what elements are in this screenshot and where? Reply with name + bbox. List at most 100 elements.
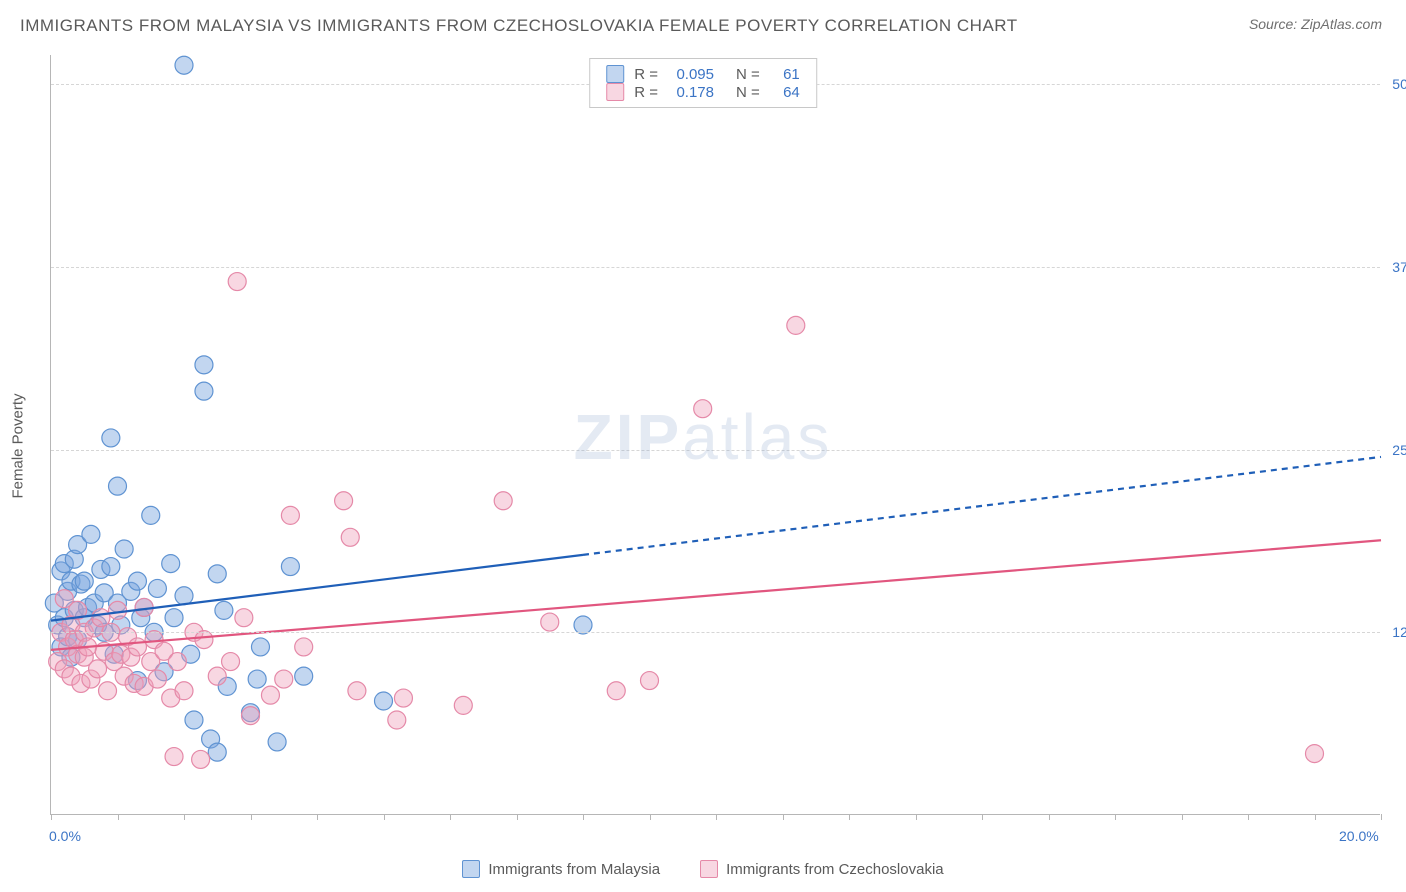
data-point bbox=[115, 540, 133, 558]
x-tick bbox=[1381, 814, 1382, 820]
trendline-extrapolated bbox=[583, 457, 1381, 555]
plot-svg bbox=[51, 55, 1380, 814]
series-legend-label: Immigrants from Czechoslovakia bbox=[726, 861, 944, 878]
data-point bbox=[295, 667, 313, 685]
data-point bbox=[102, 429, 120, 447]
data-point bbox=[454, 696, 472, 714]
data-point bbox=[185, 711, 203, 729]
data-point bbox=[162, 555, 180, 573]
gridline-h bbox=[51, 267, 1380, 268]
x-tick bbox=[1182, 814, 1183, 820]
data-point bbox=[208, 743, 226, 761]
plot-area: 12.5%25.0%37.5%50.0%0.0%20.0% bbox=[50, 55, 1380, 815]
legend-swatch bbox=[606, 65, 624, 83]
legend-row: R = 0.095 N = 61 bbox=[606, 65, 800, 83]
data-point bbox=[222, 653, 240, 671]
gridline-h bbox=[51, 632, 1380, 633]
legend-swatch bbox=[462, 860, 480, 878]
data-point bbox=[251, 638, 269, 656]
data-point bbox=[215, 601, 233, 619]
series-legend: Immigrants from Malaysia Immigrants from … bbox=[0, 860, 1406, 878]
data-point bbox=[208, 565, 226, 583]
legend-r-label: R = bbox=[634, 84, 658, 101]
legend-r-label: R = bbox=[634, 66, 658, 83]
legend-row: R =0.178N =64 bbox=[606, 83, 800, 101]
data-point bbox=[388, 711, 406, 729]
series-legend-item: Immigrants from Malaysia bbox=[462, 860, 660, 878]
data-point bbox=[787, 316, 805, 334]
data-point bbox=[175, 587, 193, 605]
data-point bbox=[574, 616, 592, 634]
y-tick-label: 25.0% bbox=[1392, 442, 1406, 458]
series-legend-item: Immigrants from Czechoslovakia bbox=[700, 860, 944, 878]
data-point bbox=[128, 572, 146, 590]
data-point bbox=[208, 667, 226, 685]
legend-n-label: N = bbox=[736, 84, 760, 101]
data-point bbox=[148, 670, 166, 688]
correlation-legend: R =0.095N =61R =0.178N =64 bbox=[589, 58, 817, 108]
x-tick bbox=[184, 814, 185, 820]
data-point bbox=[109, 477, 127, 495]
x-tick bbox=[517, 814, 518, 820]
legend-n-label: N = bbox=[736, 66, 760, 83]
x-tick bbox=[716, 814, 717, 820]
legend-swatch bbox=[606, 83, 624, 101]
x-tick bbox=[650, 814, 651, 820]
data-point bbox=[175, 56, 193, 74]
data-point bbox=[142, 506, 160, 524]
x-tick bbox=[1248, 814, 1249, 820]
data-point bbox=[165, 609, 183, 627]
data-point bbox=[694, 400, 712, 418]
data-point bbox=[268, 733, 286, 751]
data-point bbox=[168, 653, 186, 671]
data-point bbox=[375, 692, 393, 710]
y-tick-label: 50.0% bbox=[1392, 76, 1406, 92]
y-tick-label: 37.5% bbox=[1392, 259, 1406, 275]
data-point bbox=[192, 750, 210, 768]
data-point bbox=[281, 506, 299, 524]
x-tick bbox=[982, 814, 983, 820]
x-tick-label: 20.0% bbox=[1339, 828, 1379, 844]
data-point bbox=[641, 672, 659, 690]
x-tick bbox=[583, 814, 584, 820]
data-point bbox=[102, 558, 120, 576]
data-point bbox=[394, 689, 412, 707]
chart-container: IMMIGRANTS FROM MALAYSIA VS IMMIGRANTS F… bbox=[0, 0, 1406, 892]
data-point bbox=[248, 670, 266, 688]
data-point bbox=[228, 273, 246, 291]
data-point bbox=[175, 682, 193, 700]
source-label: Source: ZipAtlas.com bbox=[1249, 16, 1382, 32]
x-tick bbox=[450, 814, 451, 820]
data-point bbox=[348, 682, 366, 700]
data-point bbox=[195, 631, 213, 649]
data-point bbox=[235, 609, 253, 627]
data-point bbox=[165, 748, 183, 766]
data-point bbox=[242, 707, 260, 725]
data-point bbox=[281, 558, 299, 576]
x-tick bbox=[916, 814, 917, 820]
x-tick bbox=[783, 814, 784, 820]
data-point bbox=[99, 682, 117, 700]
x-tick bbox=[1049, 814, 1050, 820]
x-tick bbox=[384, 814, 385, 820]
data-point bbox=[341, 528, 359, 546]
legend-swatch bbox=[700, 860, 718, 878]
x-tick bbox=[1115, 814, 1116, 820]
data-point bbox=[195, 382, 213, 400]
legend-n-value: 61 bbox=[770, 66, 800, 83]
data-point bbox=[335, 492, 353, 510]
x-tick bbox=[849, 814, 850, 820]
x-tick-label: 0.0% bbox=[49, 828, 81, 844]
data-point bbox=[295, 638, 313, 656]
legend-r-value: 0.095 bbox=[668, 66, 714, 83]
data-point bbox=[195, 356, 213, 374]
data-point bbox=[541, 613, 559, 631]
data-point bbox=[82, 525, 100, 543]
data-point bbox=[261, 686, 279, 704]
x-tick bbox=[317, 814, 318, 820]
y-axis-label: Female Poverty bbox=[10, 393, 27, 498]
data-point bbox=[494, 492, 512, 510]
x-tick bbox=[51, 814, 52, 820]
legend-n-value: 64 bbox=[770, 84, 800, 101]
x-tick bbox=[251, 814, 252, 820]
